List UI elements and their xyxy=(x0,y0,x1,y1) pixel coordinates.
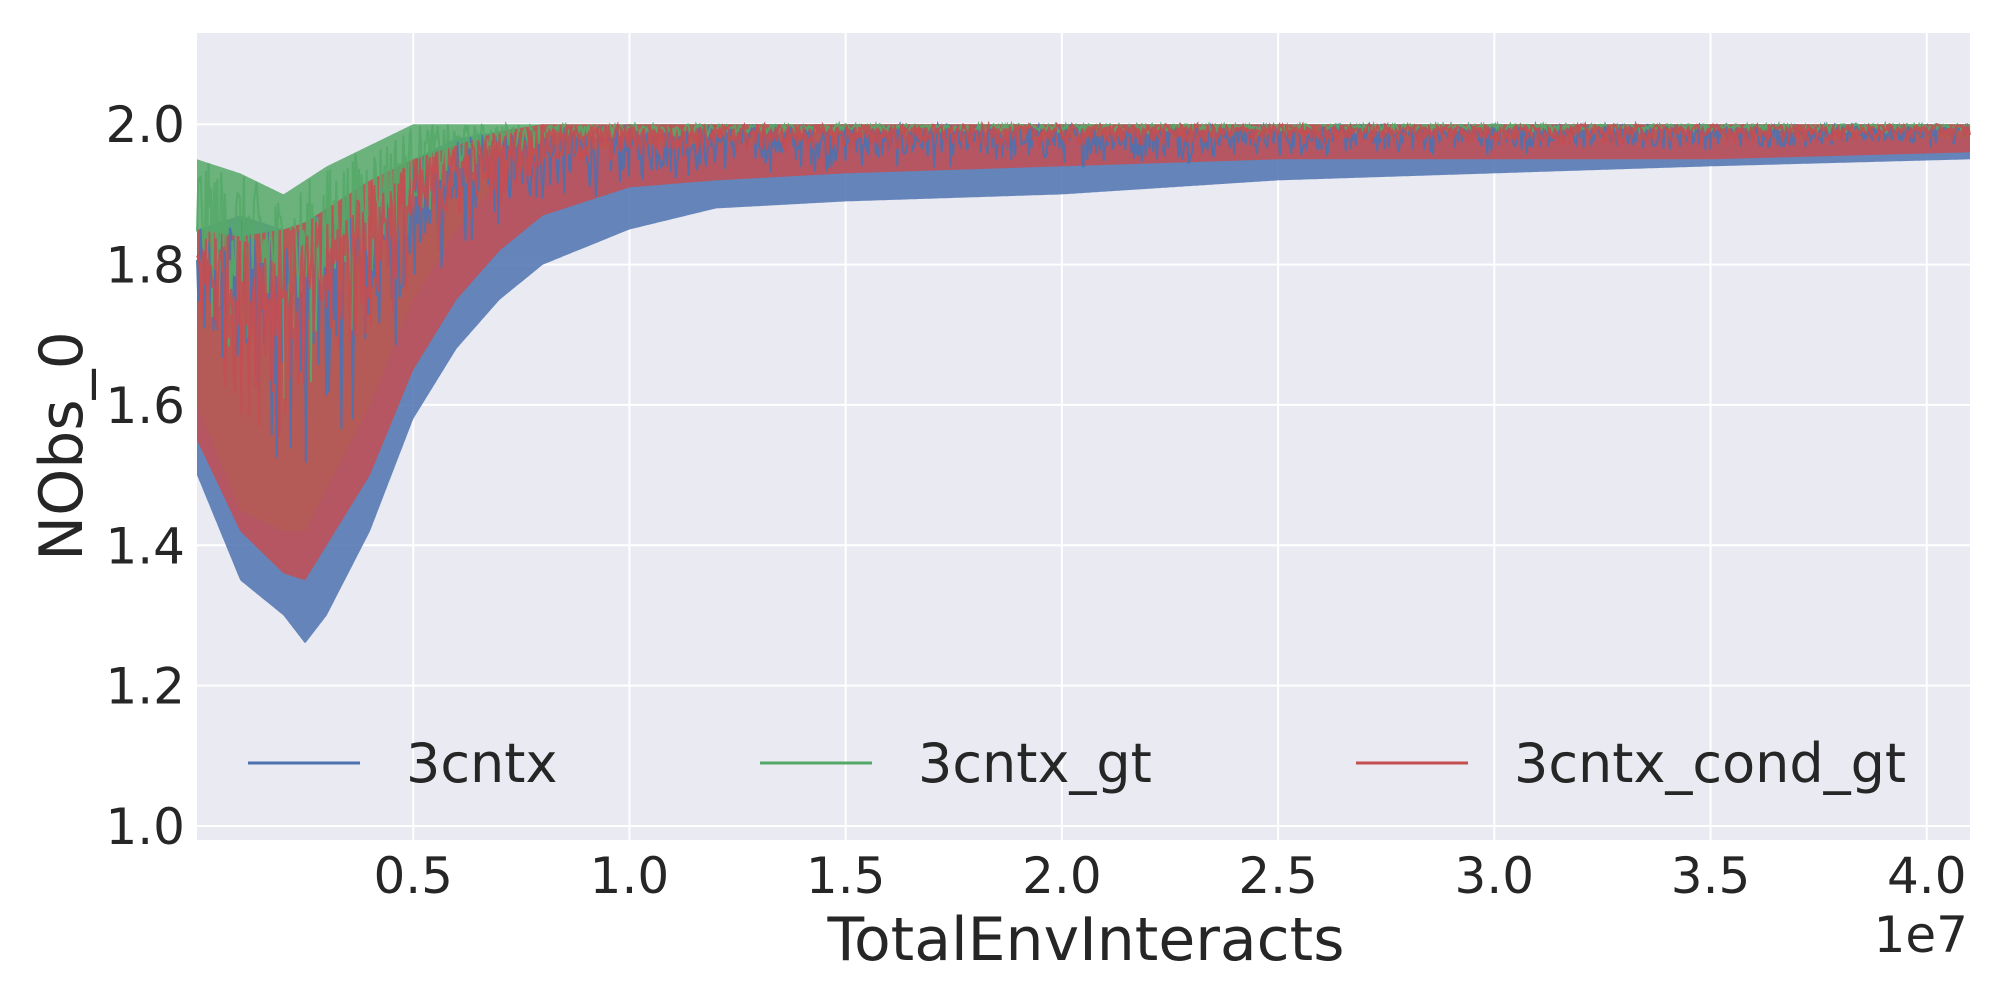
x-axis-label: TotalEnvInteracts xyxy=(827,905,1345,975)
legend: 3cntx 3cntx_gt 3cntx_cond_gt xyxy=(248,732,1906,795)
y-tick-labels: 1.0 1.2 1.4 1.6 1.8 2.0 xyxy=(105,96,185,856)
x-tick-label: 1.0 xyxy=(590,847,670,905)
y-tick-label: 1.2 xyxy=(105,658,185,716)
x-tick-label: 0.5 xyxy=(373,847,453,905)
x-tick-label: 2.5 xyxy=(1238,847,1318,905)
y-tick-label: 2.0 xyxy=(105,96,185,154)
series-line-3cntx-cond-gt xyxy=(196,120,1971,438)
legend-label-3cntx-gt: 3cntx_gt xyxy=(918,732,1152,795)
series-lines xyxy=(196,120,1971,463)
y-tick-label: 1.4 xyxy=(105,517,185,575)
x-tick-label: 1.5 xyxy=(806,847,886,905)
legend-label-3cntx: 3cntx xyxy=(406,732,557,795)
x-axis-offset-label: 1e7 xyxy=(1874,906,1968,964)
y-tick-label: 1.8 xyxy=(105,237,185,295)
x-tick-label: 4.0 xyxy=(1887,847,1967,905)
y-axis-label: NObs_0 xyxy=(27,331,97,561)
y-tick-label: 1.6 xyxy=(105,377,185,435)
legend-label-3cntx-cond-gt: 3cntx_cond_gt xyxy=(1514,732,1906,795)
x-tick-label: 3.0 xyxy=(1455,847,1535,905)
x-tick-labels: 0.5 1.0 1.5 2.0 2.5 3.0 3.5 4.0 xyxy=(373,847,1966,905)
x-tick-label: 2.0 xyxy=(1022,847,1102,905)
y-tick-label: 1.0 xyxy=(105,798,185,856)
x-tick-label: 3.5 xyxy=(1671,847,1751,905)
